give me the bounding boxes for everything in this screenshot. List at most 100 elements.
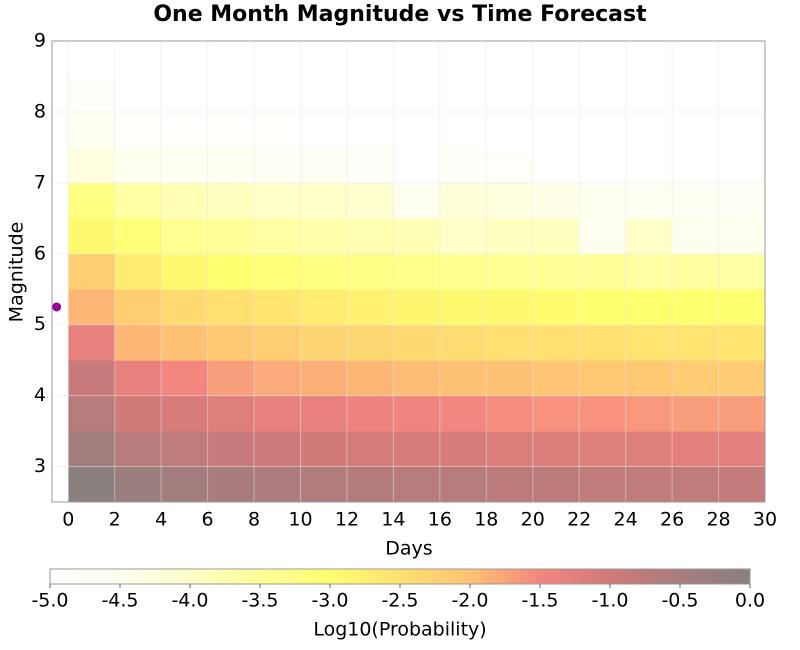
heatmap-cell bbox=[161, 324, 209, 361]
heatmap-cell bbox=[346, 111, 394, 148]
heatmap-cell bbox=[114, 324, 162, 361]
x-tick-label: 6 bbox=[202, 509, 214, 531]
heatmap-cell bbox=[718, 431, 766, 468]
heatmap-cell bbox=[114, 395, 162, 432]
heatmap-cell bbox=[114, 147, 162, 184]
heatmap-cell bbox=[114, 466, 162, 503]
heatmap-cell bbox=[393, 41, 441, 77]
heatmap-cell bbox=[486, 41, 534, 77]
heatmap-cell bbox=[207, 41, 255, 77]
heatmap-cell bbox=[161, 253, 209, 290]
heatmap-cell bbox=[625, 360, 673, 397]
heatmap-cell bbox=[346, 324, 394, 361]
heatmap-cell bbox=[254, 289, 302, 326]
heatmap-cell bbox=[207, 218, 255, 255]
heatmap-cell bbox=[718, 395, 766, 432]
heatmap-cell bbox=[161, 76, 209, 113]
heatmap-cell bbox=[579, 182, 627, 219]
heatmap-cell bbox=[393, 360, 441, 397]
heatmap-cell bbox=[346, 147, 394, 184]
heatmap-cell bbox=[439, 76, 487, 113]
heatmap-cell bbox=[718, 360, 766, 397]
heatmap-cell bbox=[532, 431, 580, 468]
colorbar-tick-label: -1.0 bbox=[591, 590, 628, 612]
y-tick-label: 8 bbox=[34, 100, 46, 122]
heatmap-cell bbox=[672, 218, 720, 255]
heatmap-cell bbox=[161, 360, 209, 397]
y-tick-label: 7 bbox=[34, 171, 46, 193]
heatmap-cell bbox=[161, 111, 209, 148]
heatmap-cell bbox=[300, 431, 348, 468]
x-tick-label: 18 bbox=[474, 509, 498, 531]
heatmap-cell bbox=[532, 147, 580, 184]
chart-title: One Month Magnitude vs Time Forecast bbox=[153, 2, 647, 27]
heatmap-cell bbox=[439, 466, 487, 503]
heatmap-cell bbox=[393, 218, 441, 255]
heatmap-cell bbox=[300, 289, 348, 326]
heatmap-cell bbox=[532, 289, 580, 326]
heatmap-cell bbox=[532, 253, 580, 290]
heatmap-cell bbox=[718, 253, 766, 290]
heatmap-cell bbox=[579, 324, 627, 361]
heatmap-cell bbox=[114, 218, 162, 255]
heatmap-cell bbox=[68, 218, 116, 255]
heatmap-cell bbox=[207, 431, 255, 468]
heatmap-cell bbox=[68, 431, 116, 468]
heatmap-cell bbox=[579, 466, 627, 503]
heatmap-cell bbox=[207, 76, 255, 113]
heatmap-cell bbox=[254, 395, 302, 432]
heatmap-cell bbox=[68, 111, 116, 148]
heatmap-cell bbox=[254, 147, 302, 184]
heatmap-cell bbox=[625, 111, 673, 148]
heatmap-cell bbox=[254, 431, 302, 468]
colorbar-tick-label: -4.5 bbox=[101, 590, 138, 612]
heatmap-cell bbox=[300, 76, 348, 113]
x-axis-label: Days bbox=[385, 538, 432, 560]
heatmap-cell bbox=[718, 76, 766, 113]
heatmap-cell bbox=[161, 41, 209, 77]
heatmap-cell bbox=[532, 182, 580, 219]
heatmap-cell bbox=[161, 466, 209, 503]
x-tick-label: 22 bbox=[567, 509, 591, 531]
heatmap-cell bbox=[439, 395, 487, 432]
heatmap-cell bbox=[393, 395, 441, 432]
heatmap-cell bbox=[393, 111, 441, 148]
heatmap-cell bbox=[532, 76, 580, 113]
heatmap-cell bbox=[207, 466, 255, 503]
heatmap-cell bbox=[579, 41, 627, 77]
heatmap-cell bbox=[114, 431, 162, 468]
heatmap-cell bbox=[579, 360, 627, 397]
heatmap-cell bbox=[254, 360, 302, 397]
y-tick-label: 9 bbox=[34, 30, 46, 52]
heatmap-cell bbox=[486, 76, 534, 113]
heatmap-cell bbox=[625, 147, 673, 184]
heatmap-cell bbox=[346, 76, 394, 113]
heatmap-cell bbox=[254, 466, 302, 503]
heatmap-cell bbox=[161, 182, 209, 219]
heatmap-cell bbox=[68, 466, 116, 503]
heatmap-cell bbox=[114, 182, 162, 219]
heatmap-cell bbox=[300, 466, 348, 503]
heatmap-cell bbox=[672, 41, 720, 77]
colorbar-tick-label: -2.0 bbox=[451, 590, 488, 612]
heatmap-cell bbox=[579, 289, 627, 326]
heatmap-cell bbox=[346, 466, 394, 503]
heatmap-cell bbox=[579, 218, 627, 255]
heatmap-cell bbox=[579, 76, 627, 113]
heatmap-cell bbox=[718, 324, 766, 361]
heatmap-cell bbox=[68, 147, 116, 184]
heatmap-cell bbox=[300, 41, 348, 77]
heatmap-cell bbox=[393, 324, 441, 361]
heatmap-cell bbox=[114, 289, 162, 326]
heatmap-cell bbox=[439, 41, 487, 77]
heatmap-cell bbox=[532, 466, 580, 503]
y-tick-label: 4 bbox=[34, 384, 46, 406]
heatmap-cell bbox=[718, 289, 766, 326]
heatmap-cell bbox=[207, 324, 255, 361]
heatmap-cell bbox=[393, 147, 441, 184]
mainshock-marker bbox=[52, 302, 62, 312]
heatmap-cell bbox=[439, 431, 487, 468]
heatmap-cell bbox=[486, 182, 534, 219]
colorbar-tick-label: -1.5 bbox=[521, 590, 558, 612]
